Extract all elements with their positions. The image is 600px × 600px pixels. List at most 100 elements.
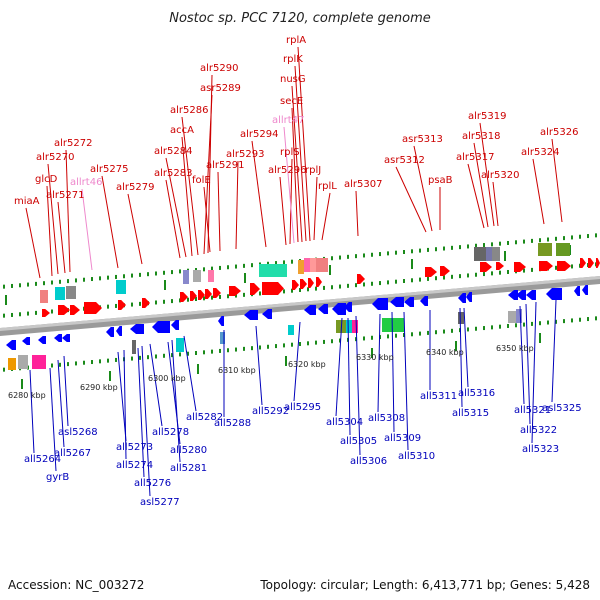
feature-box xyxy=(176,338,184,352)
forward-gene-label: alr5293 xyxy=(226,149,264,160)
scale-label: 6290 kbp xyxy=(80,383,118,392)
reverse-gene-arrow xyxy=(171,320,179,330)
forward-gene-label: asr5289 xyxy=(200,83,241,94)
reverse-gene-label: all5273 xyxy=(116,442,153,453)
leader-line xyxy=(171,339,181,463)
reverse-gene-label: all5306 xyxy=(350,456,387,467)
leader-line xyxy=(463,307,469,388)
feature-box xyxy=(298,260,304,274)
feature-box xyxy=(66,286,76,299)
reverse-gene-arrow xyxy=(508,290,518,300)
reverse-gene-arrow xyxy=(582,285,588,295)
feature-box xyxy=(18,355,28,369)
leader-line xyxy=(377,313,381,413)
scale-label: 6280 kbp xyxy=(8,391,46,400)
forward-gene-label: alr5283 xyxy=(154,168,192,179)
leader-line xyxy=(65,149,71,273)
forward-gene-label: rplA xyxy=(286,35,306,46)
forward-gene-arrow xyxy=(118,300,126,310)
forward-gene-arrow xyxy=(300,279,307,289)
forward-gene-arrow xyxy=(308,278,314,288)
forward-gene-label: allrt47 xyxy=(272,115,304,126)
forward-gene-arrow xyxy=(205,289,212,299)
feature-box xyxy=(474,247,486,261)
reverse-gene-arrow xyxy=(38,336,46,344)
forward-gene-arrow xyxy=(496,262,504,270)
feature-box xyxy=(458,312,464,324)
leader-line xyxy=(123,349,127,460)
feature-box xyxy=(259,264,287,277)
accession-label: Accession: NC_003272 xyxy=(8,578,145,592)
leader-line xyxy=(335,317,343,417)
reverse-gene-arrow xyxy=(62,334,70,342)
feature-box xyxy=(40,290,48,303)
genome-title: Nostoc sp. PCC 7120, complete genome xyxy=(169,11,431,26)
reverse-gene-label: all5264 xyxy=(24,454,61,465)
reverse-gene-label: all5288 xyxy=(214,418,251,429)
leader-line xyxy=(127,193,143,265)
reverse-gene-label: all5321 xyxy=(514,405,551,416)
feature-box xyxy=(193,270,201,282)
reverse-gene-label: all5310 xyxy=(398,451,435,462)
forward-gene-label: rplK xyxy=(283,54,303,65)
forward-gene-arrow xyxy=(142,298,150,308)
leader-line xyxy=(283,126,295,244)
leader-line xyxy=(81,188,93,271)
leader-line xyxy=(255,325,263,406)
reverse-gene-arrow xyxy=(262,309,272,319)
feature-box xyxy=(183,270,189,284)
feature-box xyxy=(220,332,225,344)
forward-gene-label: alr5320 xyxy=(481,170,519,181)
forward-gene-label: secE xyxy=(280,96,303,107)
forward-gene-arrow xyxy=(42,309,50,317)
reverse-gene-label: gyrB xyxy=(46,472,69,483)
feature-box xyxy=(382,318,404,332)
reverse-gene-label: all5295 xyxy=(284,402,321,413)
feature-box xyxy=(508,311,516,323)
feature-box xyxy=(322,258,328,272)
forward-gene-arrow xyxy=(180,292,188,302)
reverse-gene-label: all5274 xyxy=(116,460,153,471)
reverse-gene-label: all5308 xyxy=(368,413,405,424)
leader-line xyxy=(117,351,127,442)
forward-gene-label: glcD xyxy=(35,174,58,185)
topology-label: Topology: circular; Length: 6,413,771 bp… xyxy=(260,578,590,592)
forward-gene-label: alr5307 xyxy=(344,179,382,190)
leader-line xyxy=(479,122,495,227)
leader-line xyxy=(391,311,395,433)
forward-gene-label: alr5319 xyxy=(468,111,506,122)
forward-gene-arrow xyxy=(213,288,221,298)
reverse-gene-label: all5304 xyxy=(326,417,363,428)
reverse-gene-labels: all5264 gyrB all5267 asl5268 all5273 all5274 a… xyxy=(24,388,582,508)
reverse-gene-arrow xyxy=(106,327,114,337)
feature-box xyxy=(208,270,214,282)
leader-line xyxy=(57,201,66,274)
forward-gene-label: alr5284 xyxy=(154,146,192,157)
leader-line xyxy=(46,185,53,277)
forward-gene-label: rplL xyxy=(318,181,337,192)
forward-gene-arrow xyxy=(539,261,553,271)
forward-gene-label: alr5271 xyxy=(46,190,84,201)
leader-line xyxy=(395,166,427,233)
leader-line xyxy=(551,138,563,223)
forward-gene-label: alr5326 xyxy=(540,127,578,138)
leader-line xyxy=(207,74,213,254)
leader-line xyxy=(532,158,545,225)
leader-line xyxy=(101,175,119,269)
reverse-gene-label: all5276 xyxy=(134,478,171,489)
leader-line xyxy=(137,347,145,478)
forward-gene-arrow xyxy=(557,261,571,271)
leader-line xyxy=(473,142,489,228)
feature-box xyxy=(32,355,46,369)
reverse-gene-arrow xyxy=(152,321,170,333)
forward-gene-arrow xyxy=(480,262,492,272)
scale-label: 6340 kbp xyxy=(426,348,464,357)
forward-gene-label: accA xyxy=(170,125,194,136)
reverse-gene-label: all5309 xyxy=(384,433,421,444)
reverse-gene-arrow xyxy=(458,293,466,303)
leader-line xyxy=(183,335,197,412)
forward-gene-labels: miaA glcD alr5270 alr5271 alr5272 allrt46 alr5… xyxy=(14,35,578,207)
reverse-gene-label: all5323 xyxy=(522,444,559,455)
leader-line xyxy=(25,207,41,279)
reverse-gene-arrow xyxy=(574,286,580,296)
